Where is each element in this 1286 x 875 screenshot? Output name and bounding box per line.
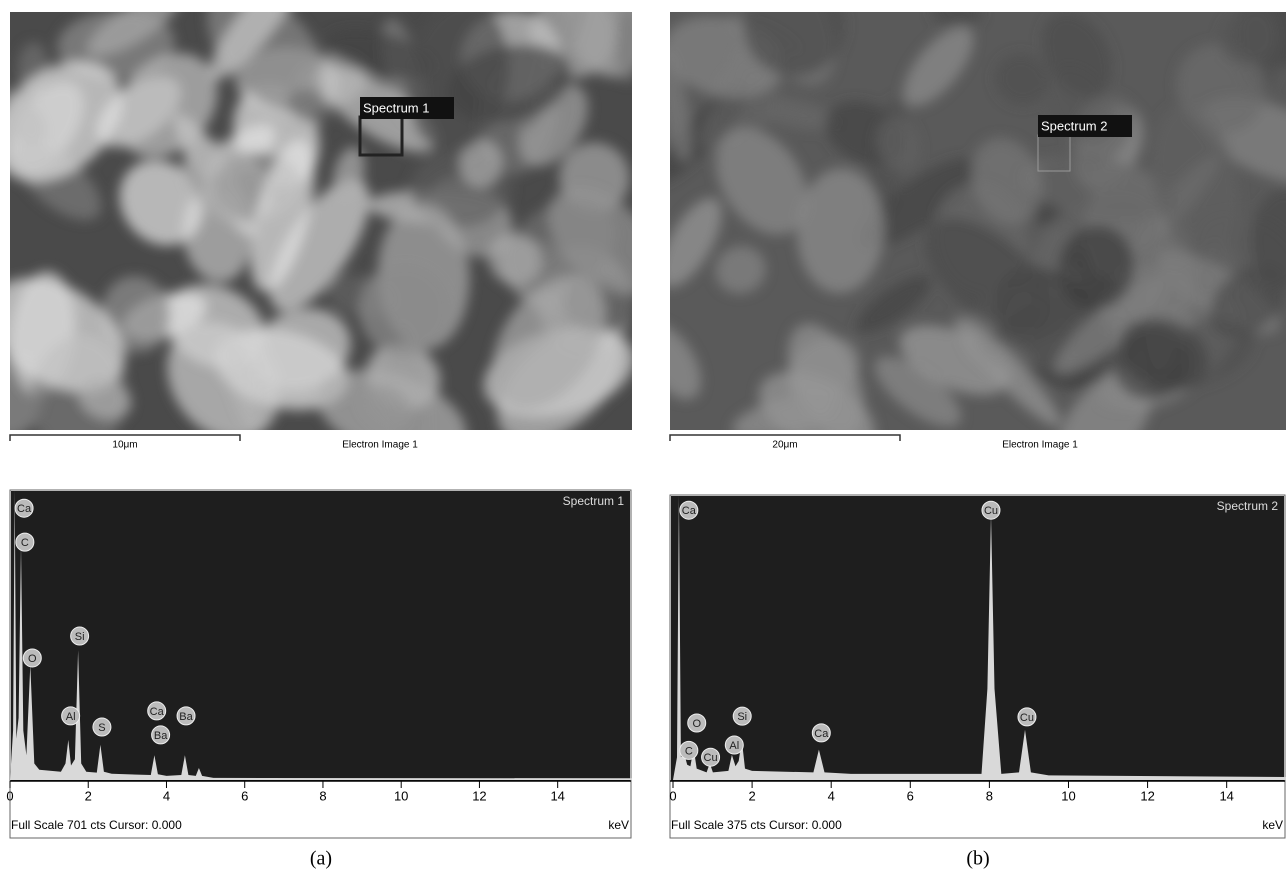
sem-image [0, 0, 680, 479]
x-tick-label: 12 [1140, 788, 1154, 803]
x-tick-label: 10 [1061, 788, 1075, 803]
x-tick-label: 6 [907, 788, 914, 803]
peak-label: Cu [984, 505, 998, 517]
peak-label: Cu [704, 752, 718, 764]
peak-label: Ba [154, 730, 168, 742]
panel-label: (a) [310, 848, 332, 870]
scale-bar-label: 20μm [772, 440, 797, 451]
figure: Spectrum 1 10μm Electron Image 1 (a) Spectru… [0, 0, 1286, 875]
image-caption: Electron Image 1 [342, 440, 418, 451]
x-tick-label: 0 [669, 788, 676, 803]
x-axis-label: keV [1262, 818, 1283, 832]
image-caption: Electron Image 1 [1002, 440, 1078, 451]
x-tick-label: 14 [1219, 788, 1233, 803]
x-tick-label: 8 [319, 788, 326, 803]
peak-label: Ca [682, 505, 697, 517]
x-tick-label: 4 [828, 788, 835, 803]
peak-label: Al [729, 740, 739, 752]
peak-label: Ba [179, 711, 193, 723]
peak-label: Si [737, 711, 747, 723]
spectrum-footer: Full Scale 375 cts Cursor: 0.000 [671, 818, 842, 832]
plot-area [671, 496, 1284, 781]
peak-label: O [28, 653, 37, 665]
x-tick-label: 2 [748, 788, 755, 803]
peak-label: Ca [814, 728, 829, 740]
box-label: Spectrum 2 [1041, 118, 1107, 133]
spectrum-title: Spectrum 1 [563, 494, 625, 508]
box-label: Spectrum 1 [363, 100, 429, 115]
panel-label: (b) [966, 848, 989, 870]
x-tick-label: 6 [241, 788, 248, 803]
plot-area [11, 491, 630, 781]
peak-label: Ca [17, 503, 32, 515]
peak-label: C [685, 745, 693, 757]
x-tick-label: 10 [394, 788, 408, 803]
scale-bar-label: 10μm [112, 440, 137, 451]
x-axis-label: keV [608, 818, 629, 832]
x-tick-label: 12 [472, 788, 486, 803]
peak-label: C [21, 537, 29, 549]
sem-image [629, 0, 1286, 491]
peak-label: O [692, 718, 701, 730]
spectrum-title: Spectrum 2 [1217, 499, 1279, 513]
x-tick-label: 4 [163, 788, 170, 803]
peak-label: Cu [1020, 712, 1034, 724]
peak-label: Al [66, 711, 76, 723]
peak-label: S [98, 722, 105, 734]
spectrum-footer: Full Scale 701 cts Cursor: 0.000 [11, 818, 182, 832]
x-tick-label: 2 [85, 788, 92, 803]
x-tick-label: 14 [550, 788, 564, 803]
x-tick-label: 8 [986, 788, 993, 803]
peak-label: Ca [150, 706, 165, 718]
x-tick-label: 0 [6, 788, 13, 803]
peak-label: Si [75, 631, 85, 643]
